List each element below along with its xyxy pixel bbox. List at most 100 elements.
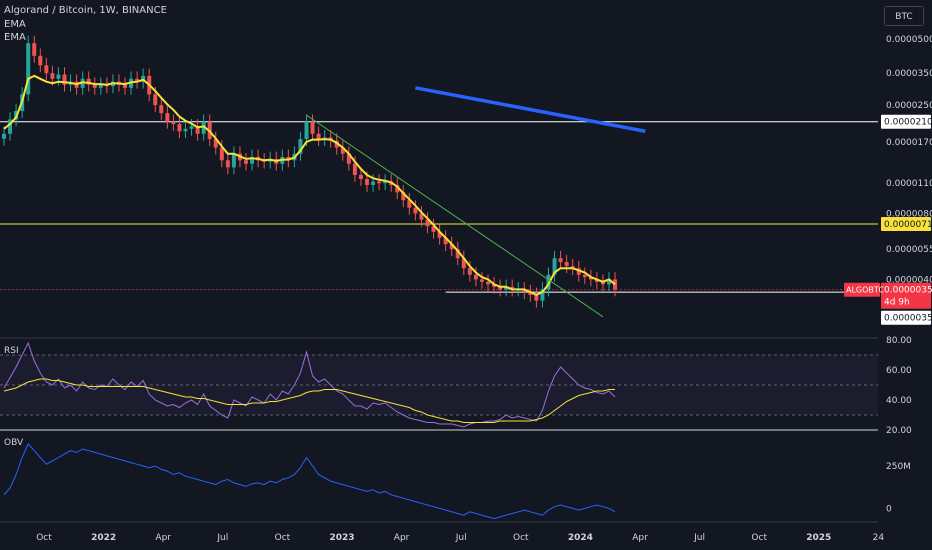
ema-legend-1[interactable]: EMA: [4, 19, 26, 30]
obv-line: [3, 442, 616, 520]
price-label-bg: [881, 310, 931, 325]
price-label: 0.00000350: [884, 314, 932, 324]
candle-body: [504, 286, 509, 290]
candle-body: [461, 258, 466, 269]
candle-body: [413, 207, 418, 214]
candle-body: [8, 119, 13, 134]
time-tick-label: Oct: [36, 533, 52, 543]
candle-body: [594, 279, 599, 282]
candle-body: [352, 163, 357, 175]
time-tick-label: Oct: [751, 533, 767, 543]
candle-body: [600, 281, 605, 285]
candle-body: [165, 113, 170, 122]
candle-body: [50, 73, 55, 79]
candle-body: [570, 266, 575, 269]
candle-body: [38, 55, 43, 66]
candle-body: [219, 147, 224, 161]
rsi-tick-label: 60.00: [886, 366, 912, 376]
candle-body: [479, 279, 484, 282]
candle-body: [371, 181, 376, 185]
rsi-label: RSI: [4, 346, 19, 356]
candle-body: [44, 65, 49, 74]
candle-body: [177, 124, 182, 132]
time-tick-label: Apr: [394, 533, 410, 543]
candle-body: [425, 219, 430, 227]
candle-body: [455, 249, 460, 259]
candle-body: [92, 84, 97, 88]
candle-body: [498, 286, 503, 290]
candle-body: [607, 279, 611, 285]
candle-body: [419, 213, 424, 220]
candle-body: [123, 84, 127, 88]
candle-body: [141, 75, 146, 82]
obv-tick-label: 0: [886, 504, 892, 514]
candle-body: [231, 153, 236, 168]
candle-body: [401, 192, 406, 201]
countdown-label: 4d 9h: [884, 298, 910, 308]
time-tick-label: Jul: [455, 533, 467, 543]
rsi-tick-label: 20.00: [886, 426, 912, 436]
candle-body: [576, 268, 581, 275]
candle-body: [540, 289, 545, 301]
candle-body: [26, 43, 31, 95]
candle-body: [183, 128, 188, 132]
candle-body: [528, 292, 533, 295]
symbol-tag: ALGOBTC: [846, 286, 884, 295]
time-tick-label: Jul: [693, 533, 705, 543]
candle-body: [213, 139, 218, 148]
candle-body: [492, 284, 497, 287]
price-label: 0.00000716: [884, 220, 932, 230]
time-tick-label: 2023: [329, 533, 354, 543]
time-tick-label: Oct: [513, 533, 529, 543]
rsi-tick-label: 80.00: [886, 336, 912, 346]
time-tick-label: Jul: [216, 533, 228, 543]
candle-body: [250, 156, 255, 164]
obv-tick-label: 250M: [886, 462, 911, 472]
candle-body: [62, 74, 67, 85]
trendline: [415, 86, 646, 133]
candle-body: [443, 237, 448, 245]
time-tick-label: Apr: [632, 533, 648, 543]
symbol-tag-bg: [844, 282, 880, 297]
currency-button[interactable]: BTC: [884, 6, 924, 26]
candle-body: [340, 147, 345, 154]
time-tick-label: Apr: [155, 533, 171, 543]
candle-body: [377, 181, 382, 184]
candle-body: [298, 139, 303, 154]
candle-body: [407, 200, 412, 208]
candle-body: [358, 174, 363, 179]
candle-body: [510, 286, 515, 290]
candle-body: [558, 258, 563, 263]
candle-body: [32, 43, 37, 56]
candle-body: [383, 181, 388, 184]
candle-body: [473, 274, 478, 280]
candle-body: [437, 231, 442, 238]
candle-body: [582, 274, 587, 278]
candle-body: [486, 281, 490, 285]
candle-body: [189, 126, 194, 129]
candle-body: [244, 160, 248, 164]
candle-body: [552, 258, 557, 275]
rsi-tick-label: 40.00: [886, 396, 912, 406]
candle-body: [564, 262, 569, 267]
time-tick-label: 2025: [806, 533, 831, 543]
ema-legend-2[interactable]: EMA: [4, 32, 26, 43]
candle-body: [135, 78, 140, 82]
candle-body: [534, 294, 539, 301]
candle-body: [86, 78, 91, 85]
candle-body: [522, 289, 527, 293]
symbol-title: Algorand / Bitcoin, 1W, BINANCE: [4, 5, 167, 16]
time-tick-label: 24: [873, 533, 885, 543]
candle-body: [449, 244, 454, 250]
candle-body: [171, 121, 176, 125]
candle-body: [316, 133, 321, 140]
time-tick-label: 2022: [91, 533, 116, 543]
candle-body: [346, 153, 351, 164]
